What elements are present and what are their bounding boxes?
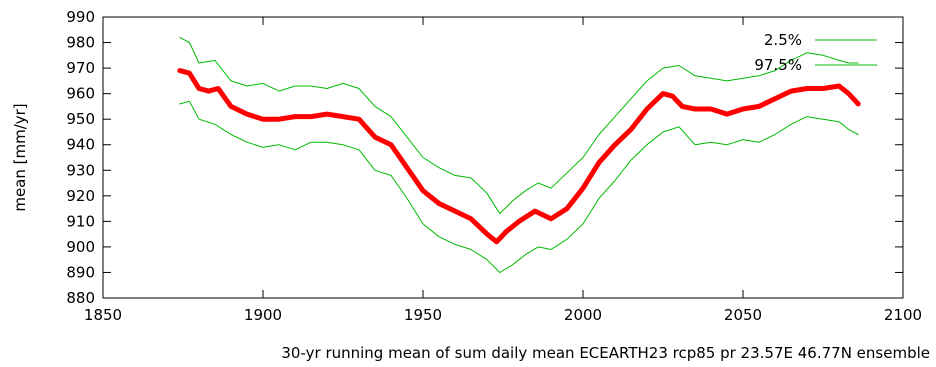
- x-tick-label: 1900: [244, 306, 282, 324]
- y-tick-label: 960: [66, 85, 95, 103]
- series-line-p2-5: [180, 101, 858, 272]
- x-axis-label: 30-yr running mean of sum daily mean ECE…: [281, 344, 930, 362]
- legend: 2.5% 97.5%: [754, 31, 877, 74]
- y-tick-label: 910: [66, 212, 95, 230]
- x-tick-label: 2050: [724, 306, 762, 324]
- x-tick-label: 2000: [564, 306, 602, 324]
- x-tick-label: 1850: [84, 306, 122, 324]
- y-tick-label: 970: [66, 59, 95, 77]
- y-tick-label: 930: [66, 161, 95, 179]
- y-tick-label: 990: [66, 8, 95, 26]
- series-line-mean: [180, 71, 858, 242]
- legend-label: 97.5%: [754, 56, 802, 74]
- y-tick-label: 940: [66, 136, 95, 154]
- y-tick-label: 890: [66, 263, 95, 281]
- y-tick-label: 900: [66, 238, 95, 256]
- y-tick-label: 980: [66, 34, 95, 52]
- y-tick-label: 880: [66, 289, 95, 307]
- legend-label: 2.5%: [764, 31, 802, 49]
- y-axis-label: mean [mm/yr]: [11, 103, 29, 211]
- x-tick-label: 2100: [884, 306, 922, 324]
- y-tick-label: 950: [66, 110, 95, 128]
- y-tick-label: 920: [66, 187, 95, 205]
- x-tick-label: 1950: [404, 306, 442, 324]
